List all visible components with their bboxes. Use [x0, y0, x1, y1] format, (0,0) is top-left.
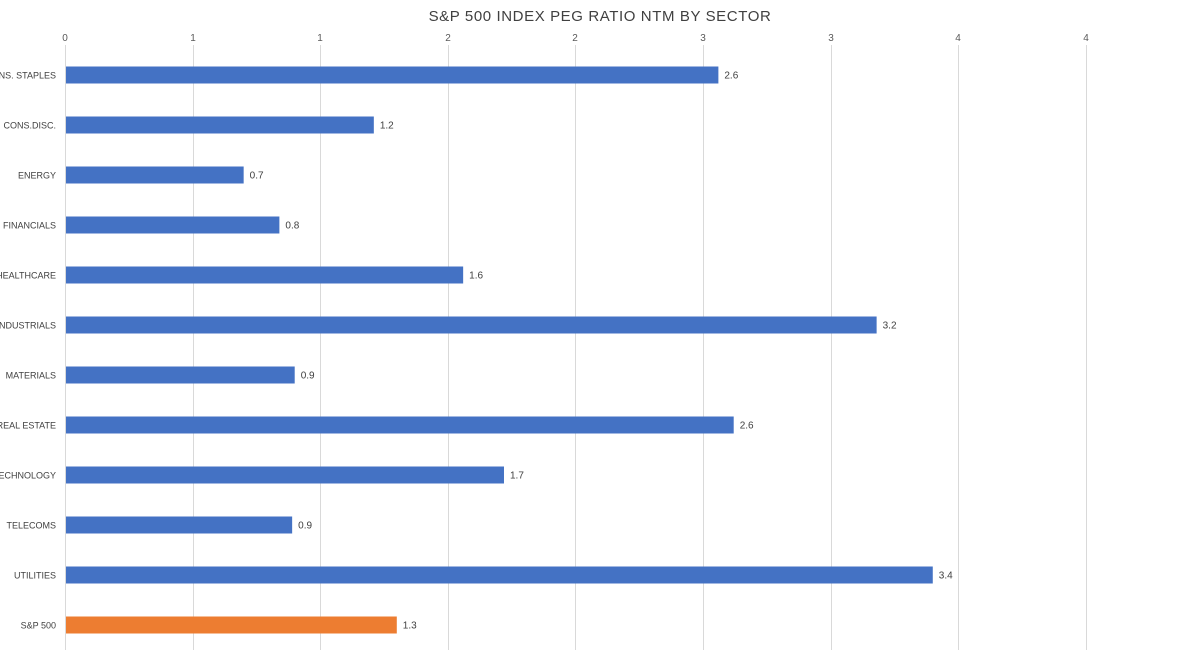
- category-label: CONS. STAPLES: [0, 71, 56, 81]
- bar: [66, 266, 464, 284]
- category-label: INDUSTRIALS: [0, 321, 56, 331]
- data-label: 0.7: [250, 171, 264, 182]
- data-label: 0.9: [298, 521, 312, 532]
- data-label: 1.7: [510, 471, 524, 482]
- bar: [66, 566, 933, 584]
- bar: [66, 316, 877, 334]
- x-tick-label: 1: [190, 33, 196, 44]
- x-tick-label: 0: [62, 33, 68, 44]
- bar: [66, 366, 295, 384]
- category-label: HEALTHCARE: [0, 271, 56, 281]
- category-label: CONS.DISC.: [3, 121, 56, 131]
- bar: [66, 166, 244, 184]
- category-label: UTILITIES: [14, 571, 56, 581]
- bar: [66, 216, 280, 234]
- category-label: ENERGY: [18, 171, 56, 181]
- category-label: FINANCIALS: [3, 221, 56, 231]
- data-label: 0.9: [301, 371, 315, 382]
- data-label: 2.6: [740, 421, 754, 432]
- bar: [66, 66, 719, 84]
- x-tick-label: 2: [445, 33, 451, 44]
- data-label: 1.3: [403, 621, 417, 632]
- bar: [66, 416, 734, 434]
- x-tick-label: 4: [955, 33, 961, 44]
- category-label: TECHNOLOGY: [0, 471, 56, 481]
- x-tick-label: 4: [1083, 33, 1089, 44]
- bar: [66, 116, 374, 134]
- data-label: 1.2: [380, 121, 394, 132]
- data-label: 2.6: [724, 71, 738, 82]
- data-label: 0.8: [285, 221, 299, 232]
- bar: [66, 466, 504, 484]
- data-label: 3.4: [939, 571, 953, 582]
- x-tick-label: 3: [828, 33, 834, 44]
- data-label: 3.2: [883, 321, 897, 332]
- bar: [66, 516, 293, 534]
- x-tick-label: 2: [572, 33, 578, 44]
- bar: [66, 616, 397, 634]
- category-label: MATERIALS: [6, 371, 56, 381]
- category-label: S&P 500: [21, 621, 56, 631]
- category-label: TELECOMS: [6, 521, 56, 531]
- data-label: 1.6: [469, 271, 483, 282]
- x-tick-label: 1: [317, 33, 323, 44]
- x-tick-label: 3: [700, 33, 706, 44]
- chart-title: S&P 500 INDEX PEG RATIO NTM BY SECTOR: [428, 8, 772, 25]
- category-label: REAL ESTATE: [0, 421, 56, 431]
